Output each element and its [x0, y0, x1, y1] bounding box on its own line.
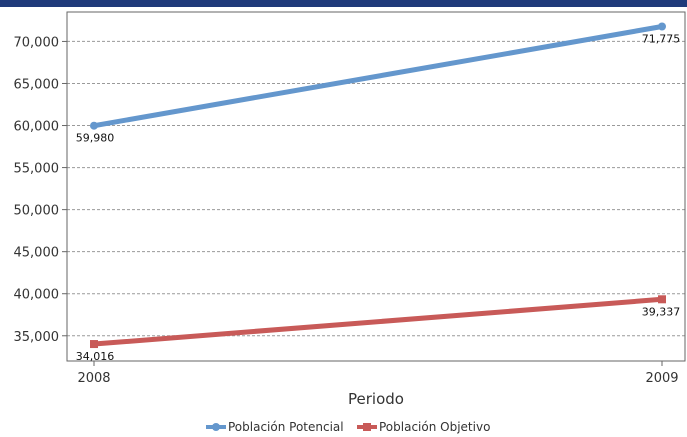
y-tick-label: 55,000 — [14, 162, 60, 177]
legend-item-label[interactable]: Población Potencial — [228, 420, 344, 434]
data-point-marker[interactable] — [90, 121, 98, 130]
legend-swatch-marker[interactable] — [212, 423, 220, 431]
y-tick-label: 40,000 — [14, 288, 60, 303]
header-bar — [0, 0, 687, 7]
y-tick-label: 65,000 — [14, 77, 60, 92]
y-tick-label: 50,000 — [14, 204, 60, 219]
x-axis-ticks: 2008 2009 — [77, 361, 679, 386]
series-line[interactable] — [91, 296, 665, 347]
series-lines — [90, 22, 666, 349]
data-point-marker[interactable] — [90, 340, 98, 349]
x-tick-label: 2009 — [645, 371, 678, 386]
data-point-marker[interactable] — [658, 295, 666, 304]
y-tick-label: 35,000 — [14, 330, 60, 345]
y-tick-label: 70,000 — [14, 35, 60, 50]
data-point-marker[interactable] — [658, 22, 666, 31]
y-tick-label: 60,000 — [14, 120, 60, 135]
y-tick-label: 45,000 — [14, 246, 60, 261]
x-axis-title: Periodo — [348, 390, 404, 408]
plot-area — [66, 11, 686, 362]
grid-lines — [67, 40, 685, 337]
data-label: 34,016 — [76, 350, 115, 363]
data-label: 39,337 — [642, 305, 681, 318]
legend-item-label[interactable]: Población Objetivo — [379, 420, 490, 434]
data-labels: 59,980 71,775 34,016 39,337 — [76, 33, 681, 364]
data-label: 71,775 — [642, 33, 681, 46]
y-axis-ticks: 35,000 40,000 45,000 50,000 55,000 60,000 65,0… — [14, 35, 67, 345]
data-label: 59,980 — [76, 132, 115, 145]
legend-swatch-marker[interactable] — [363, 423, 371, 431]
x-tick-label: 2008 — [77, 371, 110, 386]
series-line[interactable] — [91, 24, 665, 129]
legend[interactable]: Población Potencial Población Objetivo — [206, 420, 490, 434]
